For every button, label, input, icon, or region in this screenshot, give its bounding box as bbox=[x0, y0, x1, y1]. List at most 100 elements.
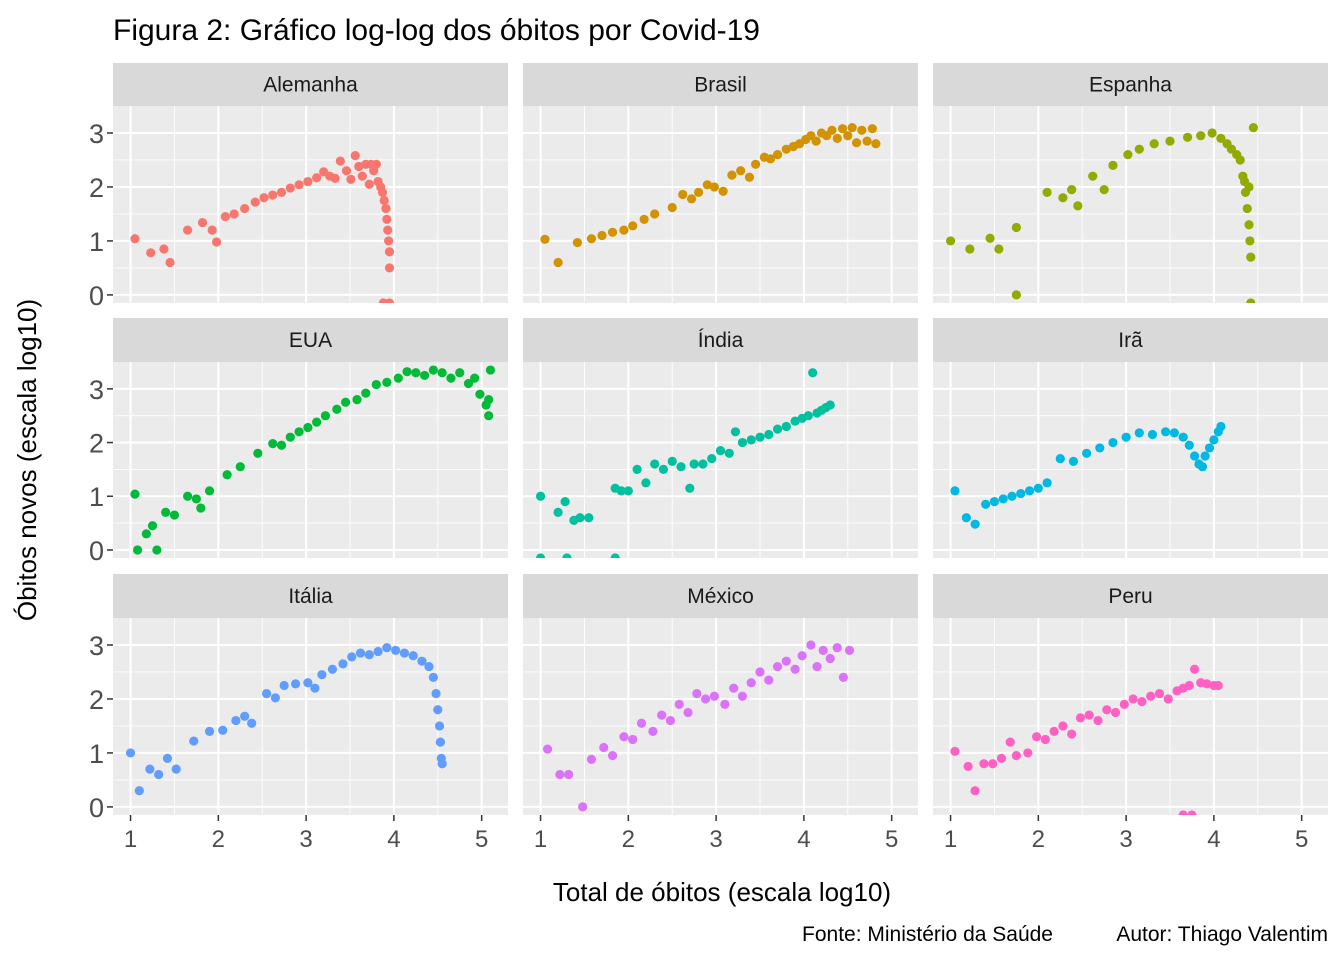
data-point bbox=[667, 202, 677, 213]
data-point bbox=[623, 486, 633, 496]
data-point bbox=[338, 659, 348, 669]
facet-strip-label: México bbox=[687, 585, 754, 608]
data-point bbox=[1068, 456, 1079, 466]
x-tick-label: 3 bbox=[299, 826, 312, 853]
data-point bbox=[737, 691, 748, 701]
facet-plot-area bbox=[933, 106, 1328, 303]
data-point bbox=[470, 373, 480, 383]
data-point bbox=[354, 161, 364, 172]
data-point bbox=[667, 456, 677, 466]
data-point bbox=[744, 172, 755, 182]
data-point bbox=[970, 786, 980, 796]
facet-strip-label: Peru bbox=[1108, 585, 1152, 608]
data-point bbox=[718, 186, 728, 196]
data-point bbox=[578, 802, 588, 812]
data-point bbox=[658, 464, 669, 474]
data-point bbox=[240, 203, 250, 214]
data-point bbox=[1040, 734, 1050, 745]
data-point bbox=[132, 545, 143, 555]
data-point bbox=[811, 136, 821, 146]
data-point bbox=[1209, 435, 1219, 445]
data-point bbox=[220, 212, 230, 222]
data-point bbox=[1055, 454, 1065, 464]
facet-strip bbox=[113, 318, 508, 362]
data-point bbox=[134, 786, 144, 796]
data-series bbox=[130, 365, 496, 555]
data-point bbox=[196, 503, 206, 513]
data-point bbox=[702, 180, 712, 190]
data-series bbox=[950, 421, 1226, 529]
data-point bbox=[1031, 732, 1042, 742]
data-point bbox=[586, 234, 597, 244]
data-point bbox=[371, 379, 381, 390]
data-point bbox=[844, 645, 855, 655]
data-point bbox=[204, 726, 215, 736]
data-point bbox=[218, 725, 228, 735]
x-tick-label: 1 bbox=[124, 826, 137, 853]
x-tick-label: 4 bbox=[1207, 826, 1220, 853]
facet-panel: México 1 2 3 4 5 bbox=[523, 574, 918, 853]
data-point bbox=[730, 427, 741, 437]
data-point bbox=[1042, 187, 1052, 197]
data-point bbox=[724, 448, 734, 458]
data-point bbox=[988, 759, 998, 769]
data-point bbox=[437, 368, 447, 378]
data-point bbox=[171, 764, 181, 774]
data-point bbox=[736, 166, 746, 176]
caption-source: Fonte: Ministério da Saúde bbox=[802, 923, 1053, 946]
data-point bbox=[279, 680, 289, 691]
facet-strip bbox=[523, 63, 918, 106]
data-point bbox=[285, 183, 295, 193]
data-point bbox=[484, 394, 494, 405]
x-axis-title: Total de óbitos (escala log10) bbox=[553, 877, 891, 907]
facet-plot-area bbox=[933, 362, 1328, 558]
data-point bbox=[709, 182, 719, 192]
data-point bbox=[1011, 751, 1021, 761]
data-point bbox=[746, 435, 756, 445]
data-point bbox=[231, 715, 241, 726]
data-point bbox=[665, 715, 676, 726]
data-point bbox=[424, 661, 434, 672]
data-point bbox=[1134, 144, 1144, 154]
x-tick-label: 1 bbox=[944, 826, 957, 853]
data-point bbox=[169, 510, 180, 520]
data-point bbox=[377, 187, 388, 197]
data-point bbox=[437, 759, 447, 769]
data-point bbox=[1121, 432, 1131, 442]
data-point bbox=[1042, 478, 1052, 488]
data-point bbox=[765, 154, 776, 164]
data-point bbox=[1108, 160, 1118, 170]
data-point bbox=[1024, 486, 1035, 496]
data-point bbox=[145, 764, 155, 774]
data-point bbox=[970, 519, 980, 529]
facet-panel: Espanha bbox=[933, 63, 1328, 303]
data-point bbox=[1248, 122, 1258, 133]
data-point bbox=[628, 221, 638, 231]
data-point bbox=[584, 513, 594, 523]
data-point bbox=[871, 139, 881, 149]
facet-strip bbox=[933, 63, 1328, 106]
facet-plot-area bbox=[523, 106, 918, 303]
x-tick-label: 1 bbox=[534, 826, 547, 853]
data-point bbox=[965, 244, 975, 254]
caption-author: Autor: Thiago Valentim bbox=[1116, 923, 1328, 946]
facet-strip-label: Espanha bbox=[1089, 74, 1172, 97]
y-axis-title: Óbitos novos (escala log10) bbox=[12, 299, 42, 621]
data-point bbox=[402, 367, 412, 377]
data-point bbox=[553, 257, 563, 268]
data-point bbox=[961, 513, 971, 523]
data-point bbox=[330, 173, 340, 183]
data-point bbox=[586, 754, 597, 765]
data-point bbox=[1216, 421, 1226, 432]
data-point bbox=[979, 759, 989, 769]
data-point bbox=[867, 124, 877, 134]
y-tick-label: 0 bbox=[89, 536, 104, 566]
data-point bbox=[417, 656, 427, 666]
data-point bbox=[197, 217, 208, 228]
data-point bbox=[657, 710, 667, 720]
facet-panel: Peru 1 2 3 4 5 bbox=[933, 574, 1328, 853]
facet-panel: Brasil bbox=[523, 63, 918, 303]
data-point bbox=[1184, 440, 1194, 450]
